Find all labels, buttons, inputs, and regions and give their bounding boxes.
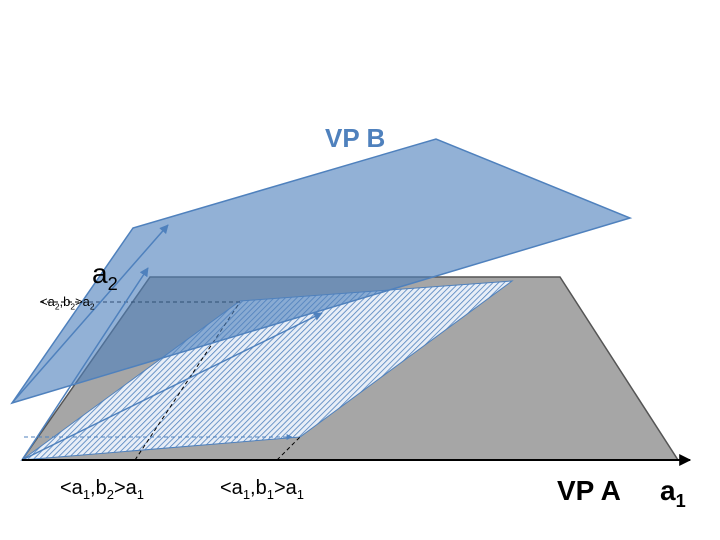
- subscript: 2: [107, 487, 114, 502]
- subscript: 1: [243, 487, 250, 502]
- text-part: ,b: [90, 477, 107, 499]
- label-vp-b: VP B: [325, 123, 385, 153]
- subscript: 2: [55, 301, 60, 311]
- label-projection: <a2,b2>a2: [40, 294, 95, 311]
- dashed-line: [276, 436, 301, 461]
- label-axis-a1: a1: [660, 475, 686, 511]
- text-part: ,b: [60, 294, 71, 309]
- text-part: >a: [75, 294, 91, 309]
- text-part: a: [92, 258, 108, 289]
- subscript: 1: [676, 491, 686, 511]
- label-axis-a2: a2: [92, 258, 118, 294]
- text-part: >a: [114, 477, 138, 499]
- subscript: 1: [267, 487, 274, 502]
- label-projection: <a1,b1>a1: [220, 477, 304, 502]
- subscript: 2: [108, 274, 118, 294]
- text-part: <a: [40, 294, 56, 309]
- text-part: >a: [274, 477, 298, 499]
- label-vp-a: VP A: [557, 475, 621, 506]
- label-projection: <a1,b2>a1: [60, 477, 144, 502]
- vector-arrow: [11, 224, 169, 404]
- text-part: a: [660, 475, 676, 506]
- text-part: <a: [220, 477, 244, 499]
- plane-vp-b: [10, 138, 633, 405]
- text-part: <a: [60, 477, 84, 499]
- subscript: 1: [83, 487, 90, 502]
- subscript: 2: [90, 301, 95, 311]
- vector-arrow: [21, 312, 323, 461]
- subscript: 1: [297, 487, 304, 502]
- dashed-line: [134, 301, 241, 461]
- subscript: 2: [70, 301, 75, 311]
- text-part: ,b: [250, 477, 267, 499]
- subscript: 1: [137, 487, 144, 502]
